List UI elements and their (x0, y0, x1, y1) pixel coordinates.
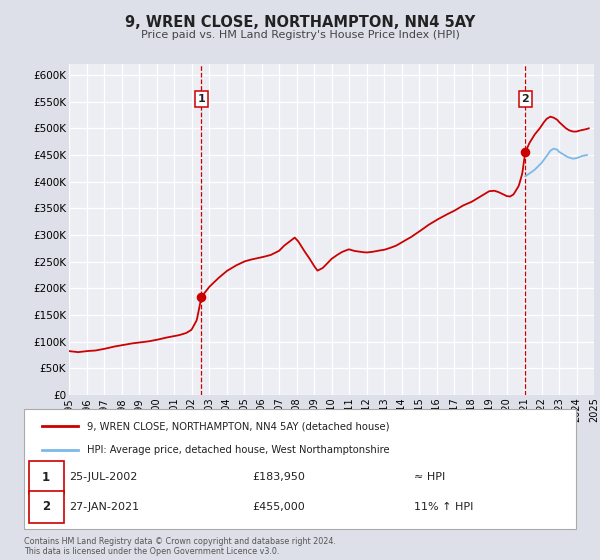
Text: Price paid vs. HM Land Registry's House Price Index (HPI): Price paid vs. HM Land Registry's House … (140, 30, 460, 40)
Text: 2: 2 (521, 94, 529, 104)
Text: 25-JUL-2002: 25-JUL-2002 (69, 473, 137, 482)
Text: £183,950: £183,950 (252, 473, 305, 482)
Text: 2: 2 (42, 501, 50, 514)
Text: 1: 1 (42, 471, 50, 484)
Text: Contains HM Land Registry data © Crown copyright and database right 2024.: Contains HM Land Registry data © Crown c… (24, 537, 336, 546)
Text: 11% ↑ HPI: 11% ↑ HPI (414, 502, 473, 512)
Point (520, 148, 530, 157)
Text: 1: 1 (197, 94, 205, 104)
Text: 9, WREN CLOSE, NORTHAMPTON, NN4 5AY: 9, WREN CLOSE, NORTHAMPTON, NN4 5AY (125, 15, 475, 30)
Text: HPI: Average price, detached house, West Northamptonshire: HPI: Average price, detached house, West… (87, 445, 389, 455)
Text: ≈ HPI: ≈ HPI (414, 473, 445, 482)
Text: 9, WREN CLOSE, NORTHAMPTON, NN4 5AY (detached house): 9, WREN CLOSE, NORTHAMPTON, NN4 5AY (det… (87, 421, 389, 431)
Point (197, 292, 206, 301)
Text: This data is licensed under the Open Government Licence v3.0.: This data is licensed under the Open Gov… (24, 547, 280, 556)
Text: 27-JAN-2021: 27-JAN-2021 (69, 502, 139, 512)
Text: £455,000: £455,000 (252, 502, 305, 512)
